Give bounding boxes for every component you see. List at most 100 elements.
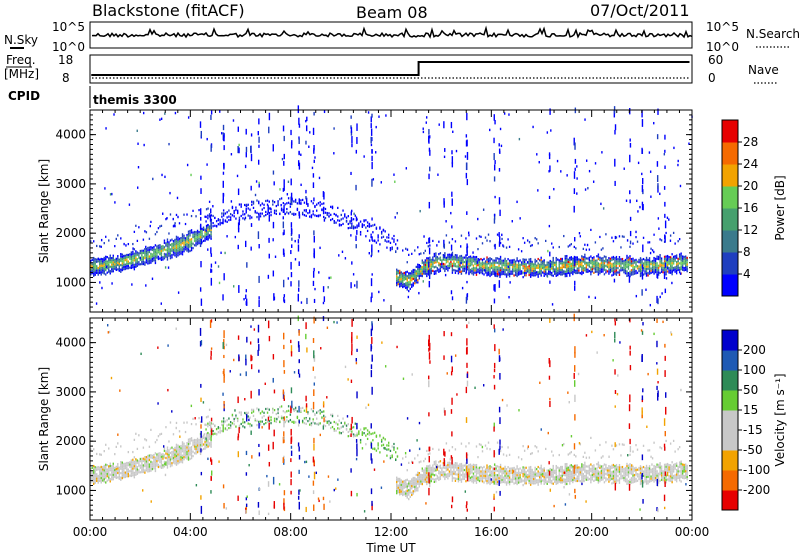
- power-cell: [596, 268, 598, 271]
- velocity-cell: [147, 468, 149, 471]
- velocity-cell: [558, 471, 560, 474]
- power-cell: [255, 180, 258, 183]
- velocity-cell: [505, 468, 508, 471]
- power-cell: [501, 268, 503, 271]
- power-cell: [257, 231, 260, 239]
- velocity-cell: [528, 475, 530, 478]
- velocity-cell: [445, 475, 448, 479]
- power-cell: [137, 166, 140, 169]
- power-cell: [250, 153, 253, 162]
- power-cell: [353, 212, 355, 216]
- power-cell: [627, 274, 630, 277]
- power-cell: [462, 256, 464, 259]
- power-cell: [551, 274, 553, 277]
- velocity-cell: [445, 442, 448, 445]
- power-cell: [363, 220, 365, 223]
- power-cell: [200, 298, 203, 306]
- power-cell: [618, 269, 621, 272]
- power-cell: [331, 207, 334, 210]
- power-cell: [657, 185, 659, 193]
- power-cell: [423, 265, 425, 268]
- power-cell: [300, 199, 302, 202]
- power-cell: [495, 268, 497, 271]
- velocity-cell: [138, 434, 140, 437]
- velocity-cell: [186, 455, 188, 458]
- power-cell: [438, 270, 440, 273]
- power-cell: [351, 136, 353, 144]
- power-cell: [359, 233, 362, 236]
- velocity-cell: [508, 453, 511, 456]
- velocity-cell: [421, 478, 424, 481]
- power-cell: [630, 260, 633, 263]
- power-cell: [678, 271, 681, 274]
- power-cell: [258, 214, 260, 221]
- power-cell: [193, 233, 196, 236]
- power-cell: [456, 254, 458, 257]
- power-cell: [632, 270, 634, 274]
- power-cell: [423, 270, 425, 273]
- velocity-cell: [129, 463, 131, 466]
- power-cell: [442, 267, 445, 270]
- velocity-cell: [603, 476, 606, 479]
- velocity-cell: [417, 473, 419, 477]
- power-cell: [468, 258, 470, 261]
- power-cell: [684, 268, 687, 271]
- velocity-cell: [190, 457, 193, 460]
- power-cell: [425, 116, 428, 119]
- power-cell: [644, 263, 646, 266]
- power-cell: [557, 273, 559, 277]
- power-cell: [399, 274, 401, 277]
- velocity-cell: [537, 483, 539, 486]
- nsearch-label: N.Search: [746, 27, 800, 41]
- velocity-cell: [93, 448, 95, 451]
- power-cell: [549, 259, 551, 263]
- velocity-cell: [451, 477, 454, 480]
- velocity-cell: [575, 477, 577, 480]
- power-cell: [475, 273, 478, 276]
- velocity-cell: [471, 480, 473, 483]
- power-cell: [663, 273, 666, 279]
- velocity-cell: [510, 471, 512, 475]
- velocity-cell: [418, 474, 420, 477]
- power-cell: [592, 180, 595, 183]
- velocity-cell: [465, 471, 467, 474]
- velocity-cell: [463, 475, 466, 478]
- power-cell: [487, 273, 490, 276]
- power-cell: [558, 245, 560, 249]
- velocity-cell: [582, 468, 585, 471]
- power-cell: [399, 280, 401, 284]
- velocity-cell: [477, 476, 479, 479]
- velocity-cell: [411, 491, 413, 494]
- power-cell: [162, 245, 164, 248]
- power-cell: [572, 266, 574, 269]
- velocity-cell: [611, 473, 613, 476]
- power-cell: [114, 258, 116, 262]
- velocity-cell: [572, 476, 574, 479]
- power-cell: [641, 147, 643, 154]
- power-cell: [534, 258, 536, 261]
- power-cell: [418, 268, 420, 271]
- power-cell: [620, 260, 622, 263]
- velocity-cell: [418, 483, 420, 486]
- power-cell: [513, 267, 515, 270]
- velocity-cell: [417, 489, 419, 492]
- power-cell: [551, 242, 553, 245]
- power-cell: [167, 266, 170, 269]
- velocity-cell: [166, 450, 169, 454]
- power-cell: [252, 202, 255, 205]
- velocity-cell: [498, 477, 500, 480]
- power-cell: [528, 262, 530, 266]
- velocity-cell: [569, 471, 571, 474]
- power-cell: [540, 272, 542, 275]
- power-cell: [187, 250, 190, 253]
- power-cell: [567, 260, 569, 263]
- power-cell: [487, 271, 490, 274]
- power-cell: [196, 238, 199, 241]
- velocity-cell: [486, 447, 488, 450]
- power-cell: [97, 269, 99, 272]
- power-cell: [105, 235, 107, 238]
- velocity-cell: [560, 476, 562, 480]
- velocity-cell: [537, 474, 539, 477]
- velocity-cell: [406, 491, 408, 495]
- velocity-cell: [552, 473, 554, 476]
